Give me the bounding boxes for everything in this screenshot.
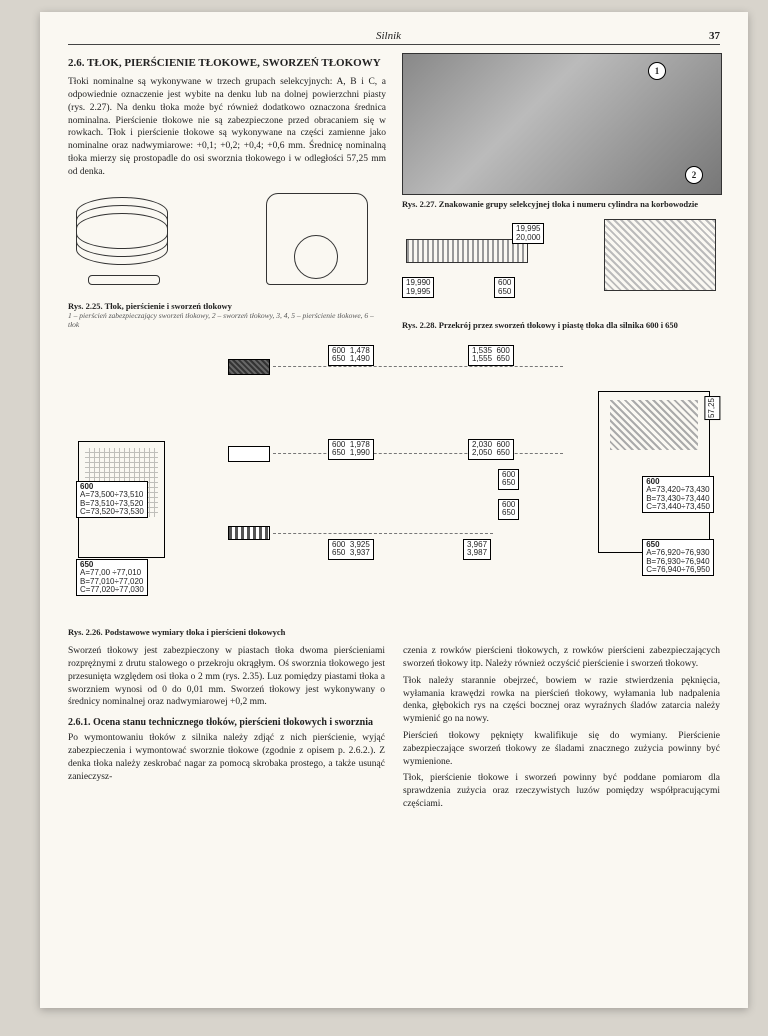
callout-2: 2 — [685, 166, 703, 184]
fig-226-caption-text: Rys. 2.26. Podstawowe wymiary tłoka i pi… — [68, 627, 285, 637]
pinbox-left: 19,990 19,995 — [402, 277, 434, 298]
intro-paragraph: Tłoki nominalne są wykonywane w trzech g… — [68, 76, 386, 179]
ring-row-3 — [228, 526, 270, 540]
fig-226: 600 A=73,500÷73,510 B=73,510÷73,520 C=73… — [68, 341, 720, 621]
ring1-right-box: 1,535 600 1,555 650 — [468, 345, 514, 366]
piston650-box: 650 A=76,920÷76,930 B=76,930÷76,940 C=76… — [642, 539, 714, 577]
section-title: 2.6. TŁOK, PIERŚCIENIE TŁOKOWE, SWORZEŃ … — [68, 57, 386, 70]
ring2-left-box: 600 1,978 650 1,990 — [328, 439, 374, 460]
fig-226-caption: Rys. 2.26. Podstawowe wymiary tłoka i pi… — [68, 627, 720, 637]
ring2-extra2: 600 650 — [498, 499, 519, 520]
ring3-left-box: 600 3,925 650 3,937 — [328, 539, 374, 560]
fig-228-caption-text: Rys. 2.28. Przekrój przez sworzeń tłokow… — [402, 320, 678, 330]
sleeve650-box: 650 A=77,00 ÷77,010 B=77,010÷77,020 C=77… — [76, 559, 148, 597]
bottom-right-col: czenia z rowków pierścieni tłokowych, z … — [403, 645, 720, 811]
fig-228: 19,990 19,995 19,995 20,000 600 650 — [402, 219, 720, 314]
subheading-261: 2.6.1. Ocena stanu technicznego tłoków, … — [68, 717, 385, 728]
sleeve600-box: 600 A=73,500÷73,510 B=73,510÷73,520 C=73… — [76, 481, 148, 519]
body-left-p1: Sworzeń tłokowy jest zabezpieczony w pia… — [68, 645, 385, 709]
body-right-p4: Tłok, pierścienie tłokowe i sworzeń powi… — [403, 772, 720, 810]
ring3-right-box: 3,967 3,987 — [463, 539, 491, 560]
piston-section — [598, 391, 710, 553]
running-header: Silnik 37 — [68, 30, 720, 45]
side-dim: 57,25 — [704, 396, 720, 420]
pinbox-right: 19,995 20,000 — [512, 223, 544, 244]
ring2-right-box: 2,030 600 2,050 650 — [468, 439, 514, 460]
page: Silnik 37 2.6. TŁOK, PIERŚCIENIE TŁOKOWE… — [40, 12, 748, 1008]
ring2-extra1: 600 650 — [498, 469, 519, 490]
bottom-columns: Sworzeń tłokowy jest zabezpieczony w pia… — [68, 645, 720, 811]
body-right-p3: Pierścień tłokowy pęknięty kwalifikuje s… — [403, 730, 720, 768]
body-right-p2: Tłok należy starannie obejrzeć, bowiem w… — [403, 675, 720, 726]
top-right-col: 1 2 Rys. 2.27. Znakowanie grupy selekcyj… — [402, 53, 720, 335]
callout-1: 1 — [648, 62, 666, 80]
ring1-left-box: 600 1,478 650 1,490 — [328, 345, 374, 366]
fig-227-photo: 1 2 — [402, 53, 722, 195]
fig-225-art — [68, 187, 386, 297]
ring3-shape — [228, 526, 270, 540]
ring2-shape — [228, 446, 270, 462]
body-left-p2: Po wymontowaniu tłoków z silnika należy … — [68, 732, 385, 783]
top-left-col: 2.6. TŁOK, PIERŚCIENIE TŁOKOWE, SWORZEŃ … — [68, 53, 386, 335]
page-number: 37 — [709, 30, 720, 42]
fig-225: Rys. 2.25. Tłok, pierścienie i sworzeń t… — [68, 187, 386, 329]
fig-225-caption-bold: Rys. 2.25. Tłok, pierścienie i sworzeń t… — [68, 301, 232, 311]
pinbox-bore: 600 650 — [494, 277, 515, 298]
fig-225-sub: 1 – pierścień zabezpieczający sworzeń tł… — [68, 311, 386, 329]
bottom-left-col: Sworzeń tłokowy jest zabezpieczony w pia… — [68, 645, 385, 811]
fig-227-caption: Rys. 2.27. Znakowanie grupy selekcyjnej … — [402, 199, 720, 209]
ring-row-1 — [228, 359, 270, 375]
piston600-box: 600 A=73,420÷73,430 B=73,430÷73,440 C=73… — [642, 476, 714, 514]
fig-227-caption-text: Rys. 2.27. Znakowanie grupy selekcyjnej … — [402, 199, 698, 209]
top-columns: 2.6. TŁOK, PIERŚCIENIE TŁOKOWE, SWORZEŃ … — [68, 53, 720, 335]
body-right-p1: czenia z rowków pierścieni tłokowych, z … — [403, 645, 720, 671]
fig-228-caption: Rys. 2.28. Przekrój przez sworzeń tłokow… — [402, 320, 720, 330]
ring-row-2 — [228, 446, 270, 462]
header-center: Silnik — [376, 30, 401, 42]
fig-225-caption: Rys. 2.25. Tłok, pierścienie i sworzeń t… — [68, 301, 386, 311]
ring1-shape — [228, 359, 270, 375]
